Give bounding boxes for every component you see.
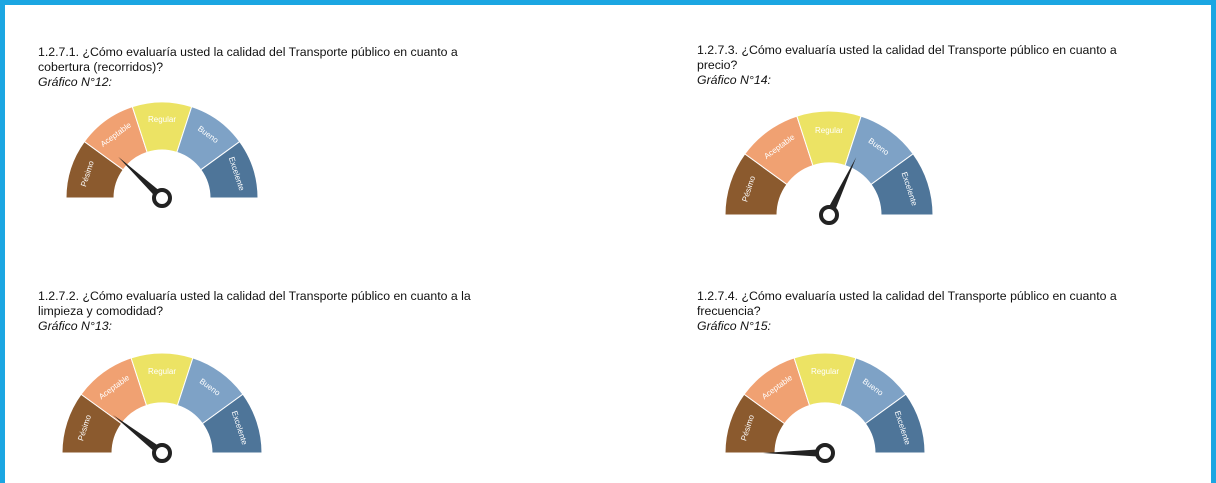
gauge-segment — [201, 393, 263, 454]
question-line: frecuencia? — [697, 304, 761, 318]
needle-hub — [152, 443, 172, 463]
question-line: precio? — [697, 58, 738, 72]
question: 1.2.7.2. ¿Cómo evaluaría usted la calida… — [38, 289, 471, 334]
question-line: limpieza y comodidad? — [38, 304, 164, 318]
gauge-segment — [870, 153, 934, 216]
gauge-needle — [113, 414, 165, 457]
needle-hub — [152, 188, 172, 208]
segment-label: Regular — [148, 367, 176, 376]
gauge-needle — [118, 156, 165, 201]
gauge-needle — [825, 157, 857, 217]
question-line: cobertura (recorridos)? — [38, 60, 164, 74]
caption: Gráfico N°14: — [697, 73, 771, 87]
caption: Gráfico N°15: — [697, 319, 771, 333]
needle-hub — [819, 205, 839, 225]
needle-hub — [815, 443, 835, 463]
question: 1.2.7.1. ¿Cómo evaluaría usted la calida… — [38, 45, 458, 90]
segment-label: Regular — [811, 367, 839, 376]
question-line: 1.2.7.1. ¿Cómo evaluaría usted la calida… — [38, 45, 458, 59]
question: 1.2.7.4. ¿Cómo evaluaría usted la calida… — [697, 289, 1117, 334]
question-line: 1.2.7.3. ¿Cómo evaluaría usted la calida… — [697, 43, 1117, 57]
caption: Gráfico N°12: — [38, 75, 112, 89]
question-line: 1.2.7.4. ¿Cómo evaluaría usted la calida… — [697, 289, 1117, 303]
gauge-needle — [763, 449, 825, 457]
segment-label: Regular — [148, 115, 176, 124]
gauge-segment — [864, 393, 926, 454]
segment-label: Regular — [815, 126, 843, 135]
caption: Gráfico N°13: — [38, 319, 112, 333]
question: 1.2.7.3. ¿Cómo evaluaría usted la calida… — [697, 43, 1117, 88]
question-line: 1.2.7.2. ¿Cómo evaluaría usted la calida… — [38, 289, 471, 303]
gauge-segment — [200, 140, 259, 199]
